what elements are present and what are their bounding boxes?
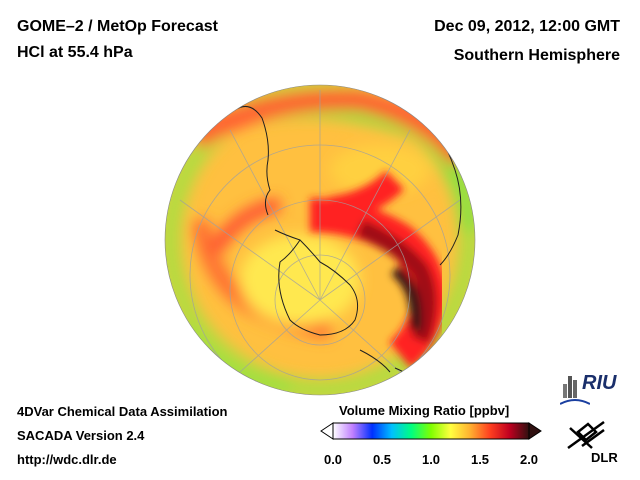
colorbar-tick: 0.5 xyxy=(372,452,392,467)
region-label: Southern Hemisphere xyxy=(453,47,620,64)
product-title: HCl at 55.4 hPa xyxy=(17,44,133,61)
colorbar-tick: 1.0 xyxy=(421,452,441,467)
footer-url[interactable]: http://wdc.dlr.de xyxy=(17,452,117,467)
colorbar-title: Volume Mixing Ratio [ppbv] xyxy=(339,403,510,418)
colorbar-min-arrow xyxy=(320,422,334,440)
riu-logo-icon xyxy=(560,376,590,405)
datetime-label: Dec 09, 2012, 12:00 GMT xyxy=(434,18,620,35)
colorbar-tick: 1.5 xyxy=(470,452,490,467)
globe-outline xyxy=(164,84,476,396)
colorbar-tick: 0.0 xyxy=(323,452,343,467)
colorbar-gradient xyxy=(332,422,530,440)
colorbar-max-arrow xyxy=(528,422,542,440)
dlr-logo-text: DLR xyxy=(591,450,618,465)
footer-assimilation: 4DVar Chemical Data Assimilation xyxy=(17,404,228,419)
riu-logo-text: RIU xyxy=(582,372,617,394)
dlr-logo-icon xyxy=(567,420,605,450)
footer-version: SACADA Version 2.4 xyxy=(17,428,145,443)
vortex-filament xyxy=(309,170,448,369)
colorbar-tick: 2.0 xyxy=(519,452,539,467)
instrument-title: GOME–2 / MetOp Forecast xyxy=(17,18,218,35)
